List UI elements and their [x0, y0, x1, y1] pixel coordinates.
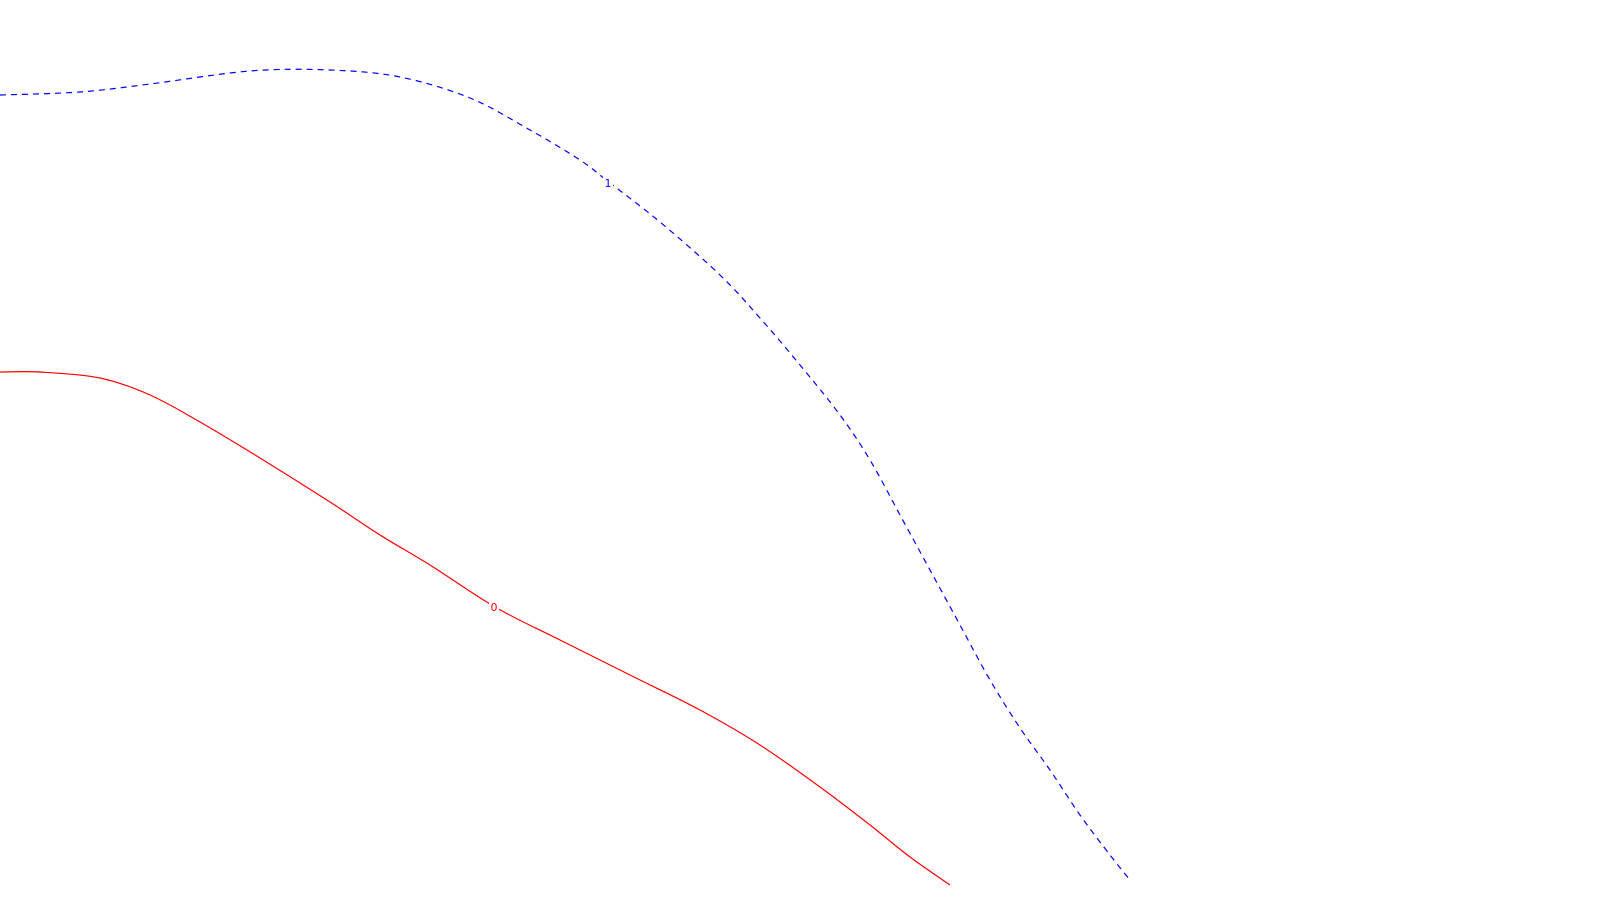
contour-line-1 — [0, 68, 1131, 881]
contour-label-1: 1 — [605, 177, 612, 190]
contour-label-bg-0 — [489, 600, 499, 613]
contour-label-bg-1 — [603, 176, 613, 189]
contour-line-0 — [0, 370, 951, 886]
contour-label-0: 0 — [491, 601, 498, 614]
